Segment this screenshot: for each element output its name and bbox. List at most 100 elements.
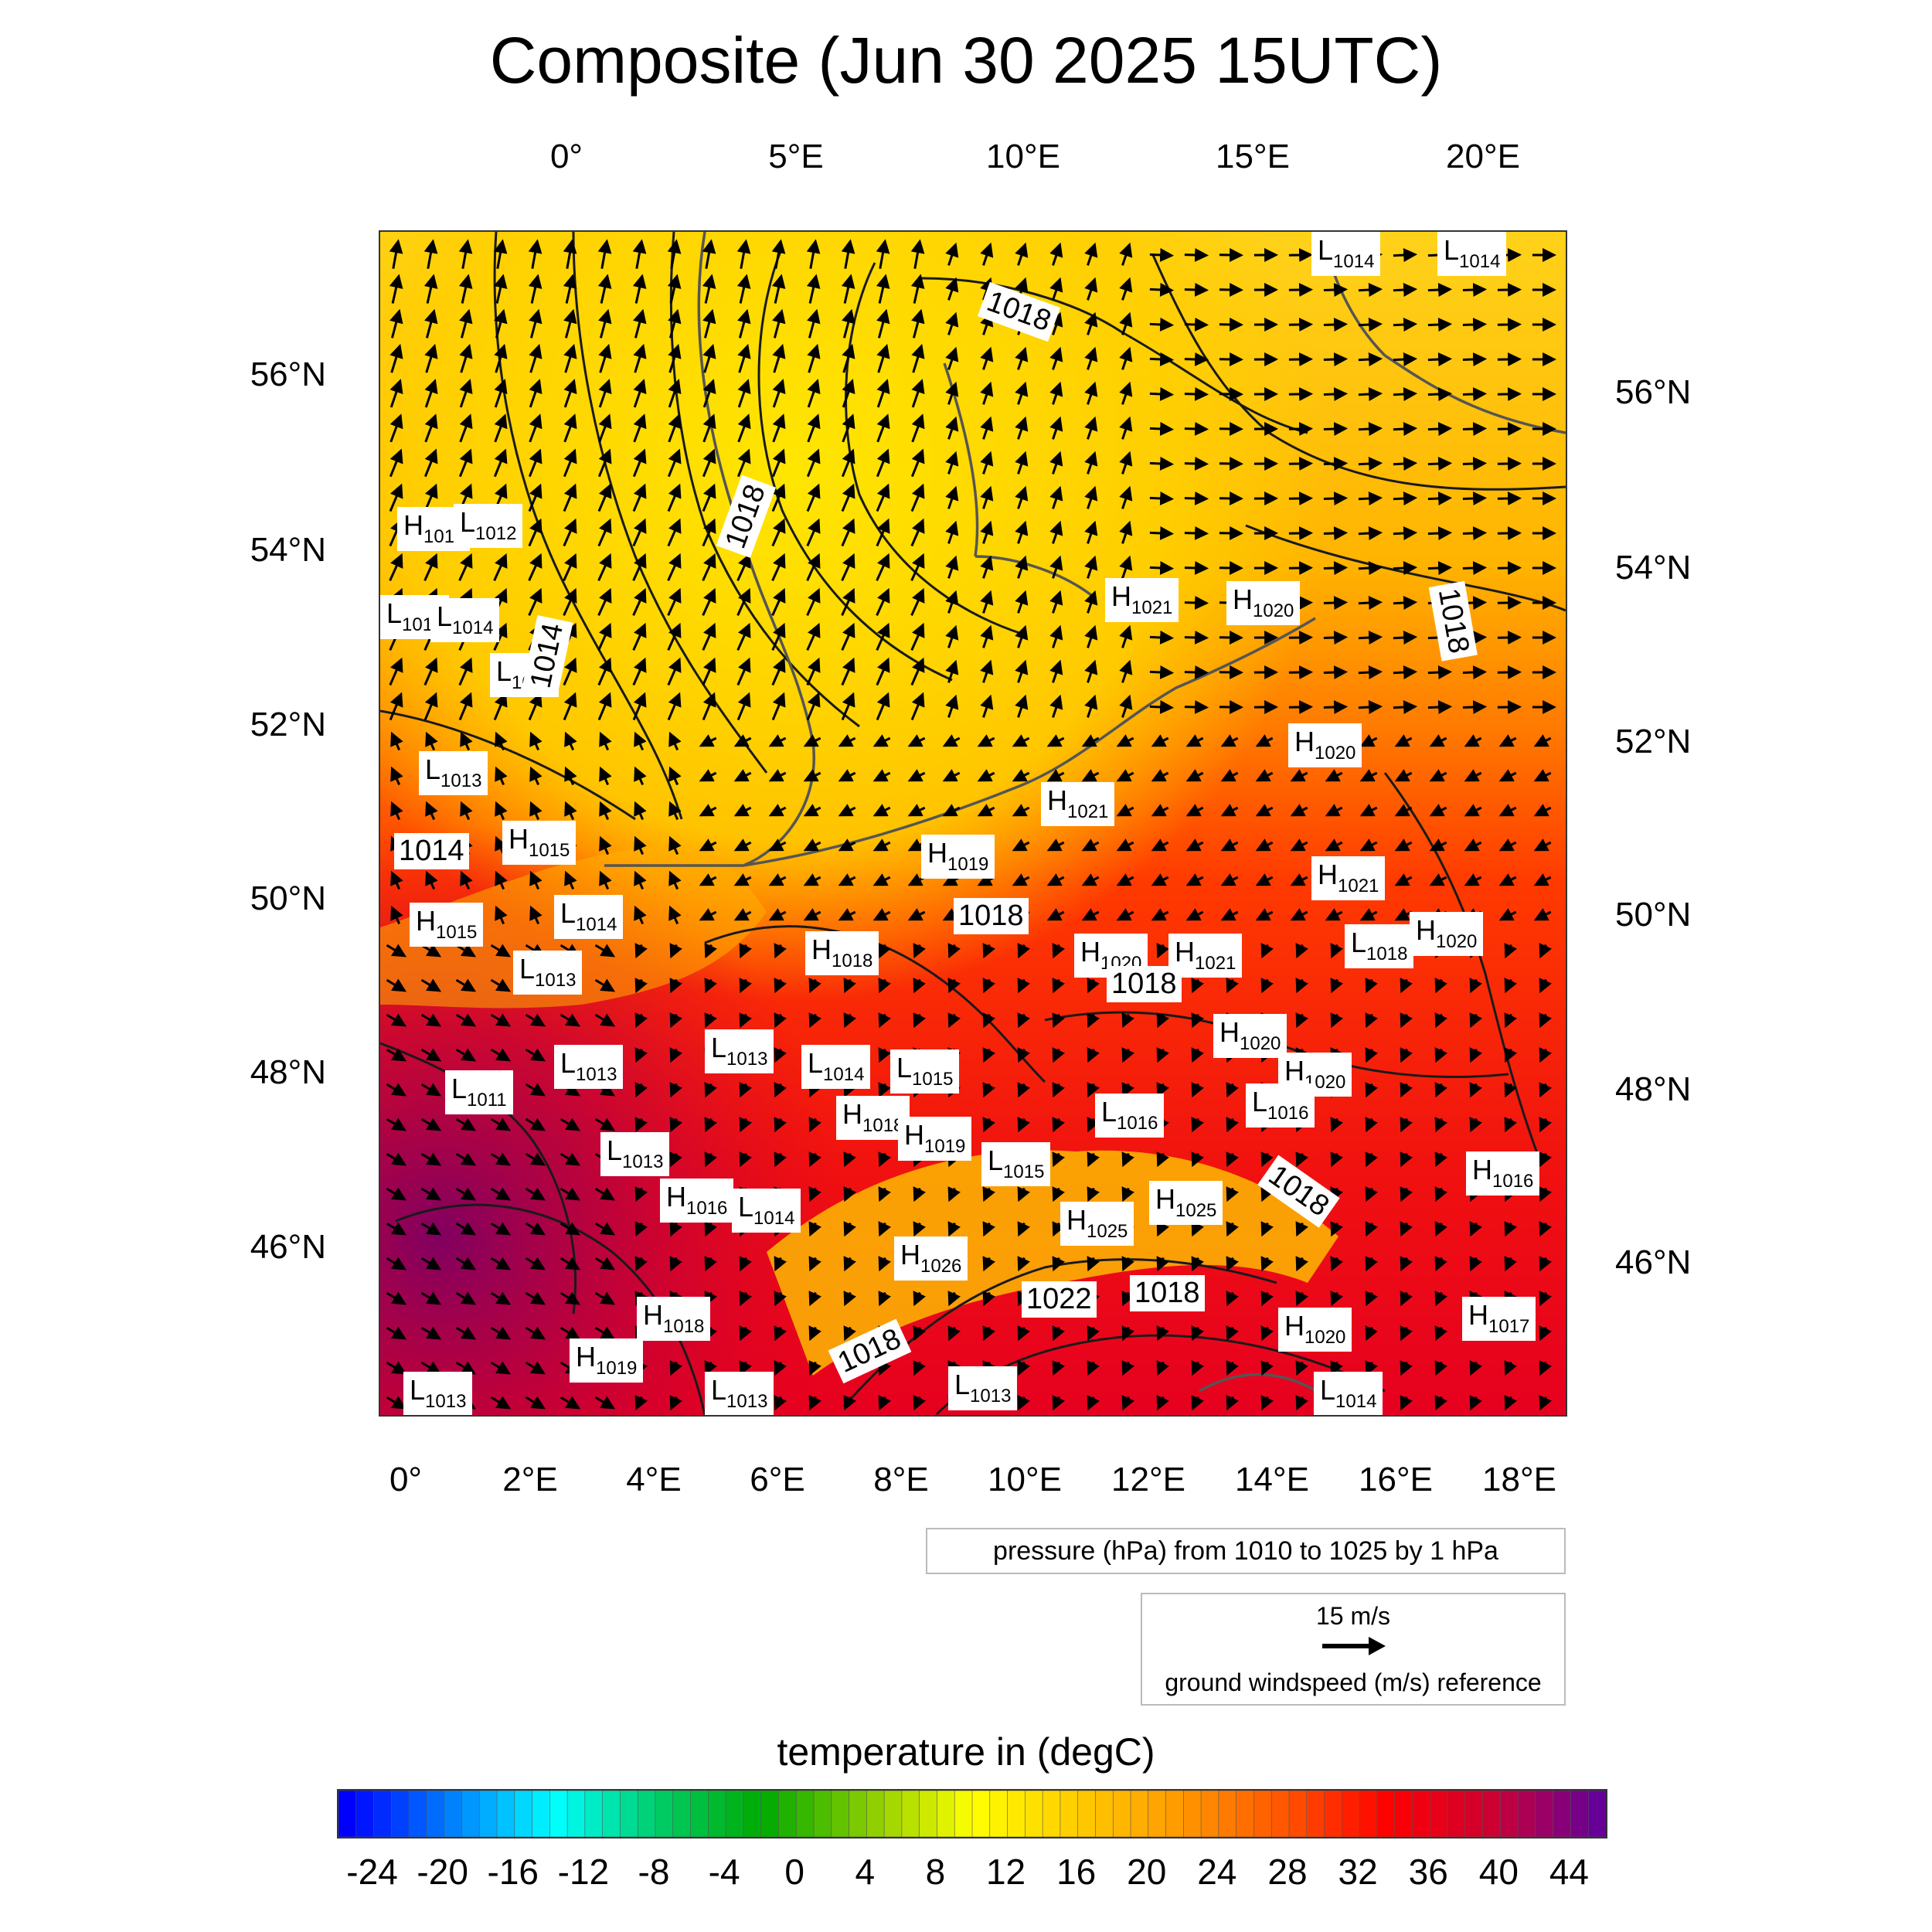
wind-arrow xyxy=(803,769,821,782)
wind-arrow xyxy=(841,657,855,686)
wind-arrow xyxy=(982,1047,995,1063)
wind-arrow xyxy=(563,448,577,478)
wind-arrow xyxy=(1087,1047,1100,1063)
wind-arrow xyxy=(1295,1395,1308,1411)
wind-arrow xyxy=(386,1222,407,1236)
wind-arrow xyxy=(808,1151,821,1168)
wind-arrow xyxy=(1185,734,1204,747)
wind-arrow xyxy=(563,483,577,512)
wind-arrow xyxy=(702,657,716,686)
wind-arrow xyxy=(806,518,821,547)
wind-arrow xyxy=(1151,769,1169,782)
wind-arrow xyxy=(1226,1360,1239,1376)
wind-arrow xyxy=(733,734,752,747)
wind-arrow xyxy=(598,308,612,338)
wind-arrow xyxy=(1052,1325,1065,1342)
pressure-center-label: H1025 xyxy=(1060,1202,1134,1246)
wind-arrow xyxy=(1017,943,1030,959)
wind-arrow xyxy=(1151,804,1169,817)
wind-arrow xyxy=(876,622,890,651)
wind-arrow xyxy=(455,1257,477,1270)
wind-arrow xyxy=(1015,381,1029,405)
pressure-contour-note: pressure (hPa) from 1010 to 1025 by 1 hP… xyxy=(926,1528,1566,1574)
wind-arrow xyxy=(841,274,855,304)
wind-arrow xyxy=(455,1117,477,1131)
wind-arrow xyxy=(455,1326,477,1340)
wind-arrow xyxy=(632,518,647,547)
wind-arrow xyxy=(807,379,821,408)
wind-arrow xyxy=(564,870,577,890)
wind-arrow xyxy=(806,692,821,721)
wind-arrow xyxy=(1497,492,1522,506)
top-lon-label: 10°E xyxy=(986,138,1060,175)
wind-arrow xyxy=(774,1047,787,1063)
wind-arrow xyxy=(843,1186,856,1202)
wind-arrow xyxy=(1049,590,1063,614)
wind-arrow xyxy=(529,731,543,751)
wind-arrow xyxy=(1469,1221,1482,1237)
wind-arrow xyxy=(1295,1291,1308,1307)
wind-arrow xyxy=(1226,1291,1239,1307)
wind-arrow xyxy=(1191,1325,1204,1342)
wind-arrow xyxy=(739,1082,752,1098)
wind-arrow xyxy=(632,692,647,721)
wind-arrow xyxy=(563,518,577,547)
wind-arrow xyxy=(667,622,682,651)
wind-arrow xyxy=(1084,451,1098,474)
wind-arrow xyxy=(490,978,512,992)
wind-arrow xyxy=(1295,1221,1308,1237)
wind-arrow xyxy=(1469,1082,1482,1098)
wind-arrow xyxy=(1394,873,1413,886)
wind-arrow xyxy=(947,978,961,994)
wind-arrow xyxy=(876,413,890,443)
wind-arrow xyxy=(1288,700,1314,715)
wind-arrow xyxy=(423,692,438,721)
bottom-lon-label: 10°E xyxy=(988,1461,1062,1498)
wind-arrow xyxy=(947,1325,961,1342)
wind-arrow xyxy=(910,239,925,269)
wind-arrow xyxy=(771,553,786,582)
wind-arrow xyxy=(838,769,856,782)
wind-arrow xyxy=(634,801,647,821)
wind-arrow xyxy=(982,978,995,994)
wind-arrow xyxy=(1087,1117,1100,1133)
pressure-center-label: L1014 xyxy=(1311,232,1381,276)
wind-arrow xyxy=(667,692,682,721)
bottom-lon-label: 6°E xyxy=(750,1461,805,1498)
colorbar-swatch xyxy=(1060,1790,1079,1838)
wind-arrow xyxy=(1288,422,1314,437)
left-lat-label: 52°N xyxy=(250,706,326,743)
wind-arrow xyxy=(1255,838,1274,852)
wind-arrow xyxy=(1015,624,1029,648)
wind-arrow xyxy=(1226,978,1239,994)
wind-arrow xyxy=(702,692,716,721)
wind-arrow xyxy=(772,343,786,373)
wind-arrow xyxy=(490,1326,512,1340)
wind-arrow xyxy=(736,274,751,304)
bottom-lon-label: 8°E xyxy=(873,1461,929,1498)
wind-arrow xyxy=(704,1082,717,1098)
wind-arrow xyxy=(563,379,577,408)
wind-arrow xyxy=(1052,1082,1065,1098)
pressure-center-label: H1019 xyxy=(898,1117,972,1161)
wind-arrow xyxy=(1084,311,1098,335)
wind-arrow xyxy=(594,1291,616,1305)
wind-arrow xyxy=(458,239,473,269)
wind-arrow xyxy=(803,734,821,747)
wind-arrow xyxy=(774,1325,787,1342)
wind-arrow xyxy=(563,553,577,582)
wind-arrow xyxy=(560,1222,581,1236)
wind-arrow xyxy=(808,1221,821,1237)
colorbar-tick-label: -12 xyxy=(557,1852,610,1892)
wind-arrow xyxy=(1325,804,1343,817)
wind-arrow xyxy=(1015,659,1029,683)
wind-arrow xyxy=(1359,804,1378,817)
colorbar-tick-label: -8 xyxy=(638,1852,670,1892)
wind-arrow xyxy=(1393,631,1418,645)
wind-arrow xyxy=(1087,1395,1100,1411)
wind-arrow xyxy=(1191,1151,1204,1168)
wind-arrow xyxy=(945,451,959,474)
wind-arrow xyxy=(525,1083,546,1097)
wind-arrow xyxy=(1015,485,1029,509)
wind-arrow xyxy=(1119,624,1133,648)
